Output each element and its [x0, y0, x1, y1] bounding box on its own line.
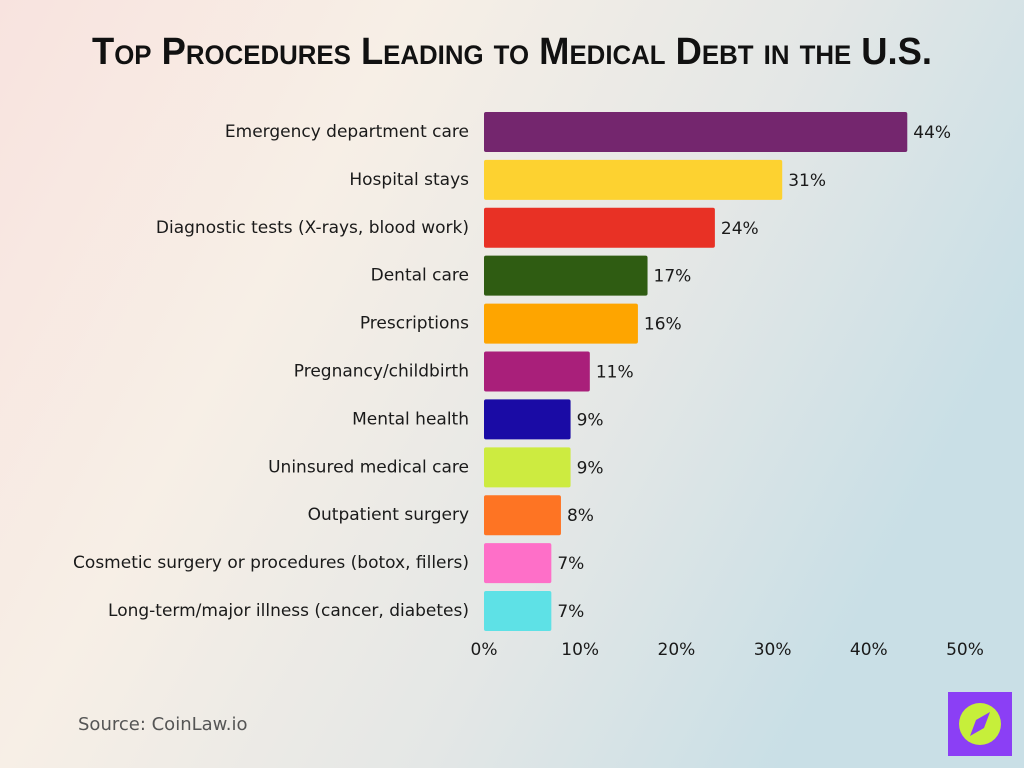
x-tick-label: 20% — [658, 640, 696, 660]
value-label: 9% — [577, 458, 604, 478]
value-label: 11% — [596, 363, 634, 383]
bar — [484, 591, 552, 632]
value-label: 7% — [557, 554, 584, 574]
bar — [484, 207, 715, 248]
y-tick-label: Uninsured medical care — [268, 457, 469, 477]
value-label: 44% — [913, 123, 951, 143]
y-tick-label: Emergency department care — [225, 122, 469, 142]
chart-title: Top Procedures Leading to Medical Debt i… — [92, 31, 932, 73]
bar — [484, 447, 571, 488]
y-tick-label: Mental health — [352, 409, 469, 429]
y-tick-label: Diagnostic tests (X-rays, blood work) — [156, 218, 469, 238]
logo — [948, 692, 1012, 756]
x-tick-label: 0% — [471, 640, 498, 660]
bar — [484, 255, 648, 296]
bar — [484, 495, 561, 536]
y-tick-label: Hospital stays — [349, 170, 469, 190]
logo-compass — [970, 712, 990, 736]
x-tick-label: 50% — [946, 640, 984, 660]
y-tick-label: Prescriptions — [360, 314, 469, 334]
value-label: 16% — [644, 315, 682, 335]
value-label: 24% — [721, 219, 759, 239]
y-tick-label: Cosmetic surgery or procedures (botox, f… — [73, 553, 469, 573]
y-tick-label: Pregnancy/childbirth — [294, 362, 469, 382]
x-tick-label: 10% — [561, 640, 599, 660]
y-tick-label: Dental care — [371, 266, 469, 286]
value-label: 31% — [788, 171, 826, 191]
bar — [484, 159, 783, 200]
value-label: 17% — [654, 267, 692, 287]
bar — [484, 111, 908, 152]
y-tick-label: Outpatient surgery — [308, 505, 469, 525]
bar — [484, 399, 571, 440]
y-tick-label: Long-term/major illness (cancer, diabete… — [108, 601, 469, 621]
bar — [484, 303, 638, 344]
x-tick-label: 30% — [754, 640, 792, 660]
x-tick-label: 40% — [850, 640, 888, 660]
bar — [484, 351, 590, 392]
value-label: 9% — [577, 410, 604, 430]
value-label: 8% — [567, 506, 594, 526]
value-label: 7% — [557, 602, 584, 622]
bar — [484, 543, 552, 584]
source: Source: CoinLaw.io — [78, 714, 247, 735]
